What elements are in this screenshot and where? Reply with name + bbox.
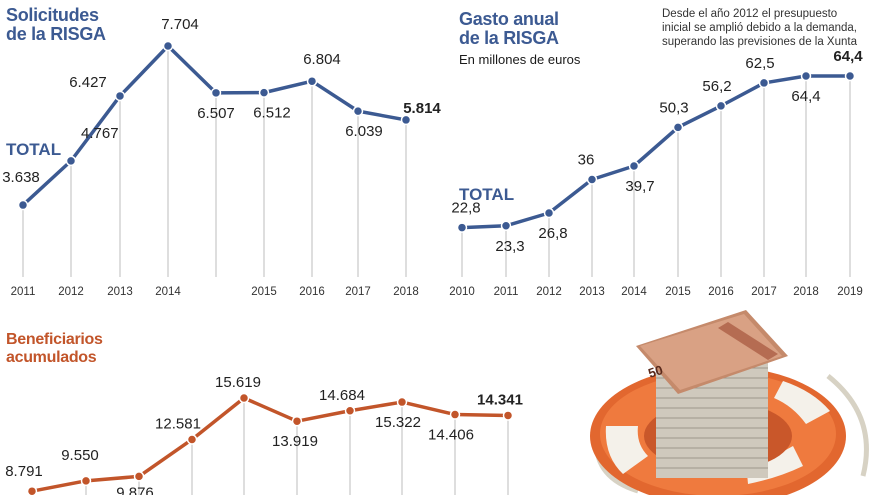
- beneficiarios-point: [26, 485, 38, 495]
- gasto-data-label: 39,7: [625, 178, 654, 195]
- gasto-data-label: 23,3: [495, 238, 524, 255]
- solicitudes-title: Solicitudes de la RISGA: [6, 6, 106, 44]
- solicitudes-data-label: 4.767: [81, 125, 119, 142]
- gasto-note-line3: superando las previsiones de la Xunta: [662, 36, 857, 48]
- solicitudes-tick-label: 2018: [393, 286, 419, 298]
- solicitudes-tick-label: 2011: [11, 286, 36, 298]
- beneficiarios-data-label: 8.791: [5, 463, 43, 480]
- solicitudes-title-line2: de la RISGA: [6, 24, 106, 44]
- beneficiarios-data-label: 15.322: [375, 414, 421, 431]
- gasto-data-label: 56,2: [702, 78, 731, 95]
- gasto-tick-label: 2019: [837, 286, 863, 298]
- beneficiarios-title-line2: acumulados: [6, 349, 97, 366]
- gasto-data-label: 64,4: [833, 48, 863, 65]
- beneficiarios-data-label: 12.581: [155, 415, 201, 432]
- solicitudes-data-label: 7.704: [161, 16, 199, 33]
- gasto-tick-label: 2013: [579, 286, 605, 298]
- solicitudes-point: [352, 105, 364, 117]
- solicitudes-data-label: 3.638: [2, 169, 40, 186]
- gasto-point: [758, 77, 770, 89]
- beneficiarios-point: [344, 405, 356, 417]
- beneficiarios-point: [396, 396, 408, 408]
- gasto-series-line: [461, 74, 850, 230]
- beneficiarios-point: [186, 434, 198, 445]
- beneficiarios-data-label: 9.550: [61, 447, 99, 464]
- solicitudes-point: [65, 155, 77, 167]
- gasto-data-label: 22,8: [451, 200, 480, 217]
- beneficiarios-data-label: 14.684: [319, 387, 365, 404]
- gasto-point: [844, 70, 856, 82]
- gasto-note: Desde el año 2012 el presupuesto inicial…: [662, 7, 857, 49]
- gasto-tick-label: 2018: [793, 286, 819, 298]
- gasto-tick-label: 2017: [751, 286, 777, 298]
- beneficiarios-data-label: 14.341: [477, 391, 523, 408]
- solicitudes-data-label: 6.804: [303, 51, 341, 68]
- solicitudes-point: [17, 199, 29, 211]
- solicitudes-title-line1: Solicitudes: [6, 5, 99, 25]
- gasto-data-label: 64,4: [791, 88, 820, 105]
- gasto-title-line1: Gasto anual: [459, 9, 559, 29]
- solicitudes-tick-label: 2017: [345, 286, 371, 298]
- beneficiarios-series-line: [31, 396, 509, 493]
- gasto-data-label: 50,3: [659, 99, 688, 116]
- beneficiarios-data-label: 13.919: [272, 433, 318, 450]
- gasto-point: [456, 222, 468, 233]
- solicitudes-tick-label: 2014: [155, 286, 181, 298]
- solicitudes-point: [114, 90, 126, 102]
- beneficiarios-data-label: 14.406: [428, 427, 474, 444]
- gasto-tick-label: 2011: [494, 286, 519, 298]
- gasto-tick-label: 2016: [708, 286, 734, 298]
- solicitudes-data-label: 6.427: [69, 74, 107, 91]
- gasto-data-label: 62,5: [745, 55, 774, 72]
- gasto-subtitle: En millones de euros: [459, 52, 581, 67]
- gasto-tick-label: 2015: [665, 286, 691, 298]
- lifebuoy-with-euro-banknotes-icon: 50: [590, 310, 869, 495]
- beneficiarios-title: Beneficiarios acumulados: [6, 331, 103, 367]
- beneficiarios-point: [133, 471, 145, 482]
- banknote-value: 50: [646, 362, 664, 381]
- gasto-data-label: 36: [578, 151, 595, 168]
- solicitudes-tick-label: 2013: [107, 286, 133, 298]
- solicitudes-point: [258, 87, 270, 98]
- gasto-point: [543, 207, 555, 219]
- solicitudes-point: [400, 114, 412, 126]
- solicitudes-data-label: 6.512: [253, 105, 291, 122]
- beneficiarios-point: [238, 392, 250, 404]
- solicitudes-tick-label: 2015: [251, 286, 277, 298]
- gasto-data-label: 26,8: [538, 225, 567, 242]
- beneficiarios-data-label: 9.876: [116, 484, 154, 495]
- gasto-note-line1: Desde el año 2012 el presupuesto: [662, 8, 838, 20]
- solicitudes-data-label: 6.507: [197, 105, 235, 122]
- gasto-title: Gasto anual de la RISGA: [459, 10, 559, 48]
- solicitudes-data-label: 5.814: [403, 100, 441, 117]
- gasto-point: [715, 100, 727, 112]
- beneficiarios-title-line1: Beneficiarios: [6, 331, 103, 348]
- gasto-point: [586, 174, 598, 185]
- solicitudes-data-label: 6.039: [345, 123, 383, 140]
- beneficiarios-point: [449, 409, 461, 420]
- gasto-point: [672, 122, 684, 133]
- gasto-point: [500, 220, 512, 232]
- gasto-tick-label: 2010: [449, 286, 475, 298]
- beneficiarios-point: [80, 475, 92, 487]
- beneficiarios-data-label: 15.619: [215, 374, 261, 391]
- beneficiarios-point: [291, 415, 303, 427]
- beneficiarios-point: [502, 410, 514, 421]
- solicitudes-point: [306, 75, 318, 87]
- gasto-title-line2: de la RISGA: [459, 28, 559, 48]
- gasto-point: [628, 160, 640, 172]
- gasto-point: [800, 70, 812, 82]
- solicitudes-point: [210, 87, 222, 99]
- solicitudes-total-label: TOTAL: [6, 140, 62, 159]
- gasto-tick-label: 2012: [536, 286, 562, 298]
- solicitudes-tick-label: 2016: [299, 286, 325, 298]
- solicitudes-tick-label: 2012: [58, 286, 84, 298]
- solicitudes-point: [162, 40, 174, 52]
- gasto-note-line2: inicial se amplió debido a la demanda,: [662, 22, 857, 34]
- gasto-total-label: TOTAL: [459, 185, 515, 204]
- gasto-tick-label: 2014: [621, 286, 647, 298]
